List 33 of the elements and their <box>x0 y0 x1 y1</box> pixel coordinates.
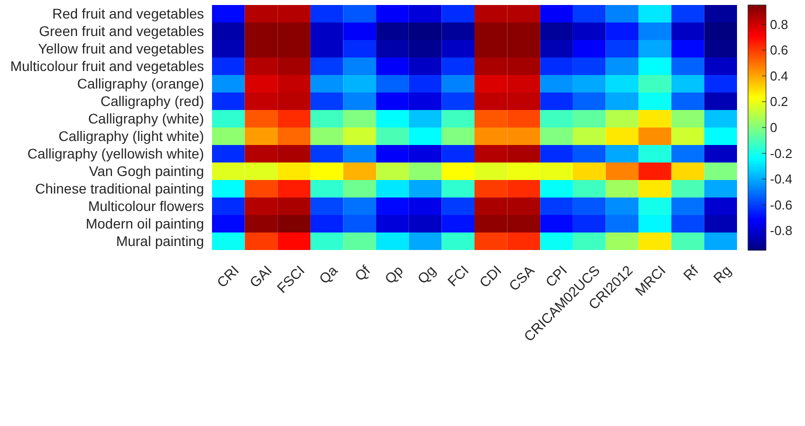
color-bar-label: 0.4 <box>770 68 788 84</box>
color-bar-label: -0.8 <box>770 223 792 238</box>
y-tick-label: Mural painting <box>116 233 204 250</box>
x-tick-label: CRI <box>214 262 242 291</box>
color-bar-label: 0.6 <box>770 42 788 58</box>
y-tick-label: Multicolour flowers <box>88 198 204 214</box>
x-tick-label: Qa <box>316 262 340 287</box>
color-bar-label: 0 <box>770 120 778 135</box>
color-bar-label: 0.8 <box>770 16 788 32</box>
x-tick-label: Qf <box>351 262 374 284</box>
y-tick-label: Calligraphy (white) <box>88 110 204 127</box>
x-tick-label: Rf <box>680 262 702 284</box>
color-bar-label: -0.2 <box>770 146 792 161</box>
y-tick-label: Calligraphy (red) <box>100 93 204 110</box>
y-tick-label: Red fruit and vegetables <box>52 6 204 22</box>
color-bar-label: -0.6 <box>770 197 792 212</box>
x-tick-label: Qp <box>381 262 406 287</box>
y-tick-label: Green fruit and vegetables <box>39 23 204 40</box>
y-tick-label: Calligraphy (light white) <box>58 128 204 144</box>
y-tick-label: Calligraphy (yellowish white) <box>27 146 204 162</box>
x-tick-label: GAI <box>246 262 275 291</box>
y-tick-label: Multicolour fruit and vegetables <box>10 58 204 74</box>
y-tick-label: Chinese traditional painting <box>35 180 204 197</box>
y-tick-label: Modern oil painting <box>86 216 204 232</box>
x-tick-label: Rg <box>710 262 734 286</box>
color-bar-label: 0.2 <box>770 94 788 110</box>
y-tick-label: Yellow fruit and vegetables <box>38 40 204 57</box>
color-bar-label: -0.4 <box>770 172 792 187</box>
y-tick-label: Van Gogh painting <box>89 163 204 180</box>
x-tick-label: Qg <box>414 262 439 287</box>
x-tick-label: FCI <box>444 262 472 290</box>
x-tick-label: CDI <box>476 262 504 291</box>
y-tick-label: Calligraphy (orange) <box>77 76 204 92</box>
